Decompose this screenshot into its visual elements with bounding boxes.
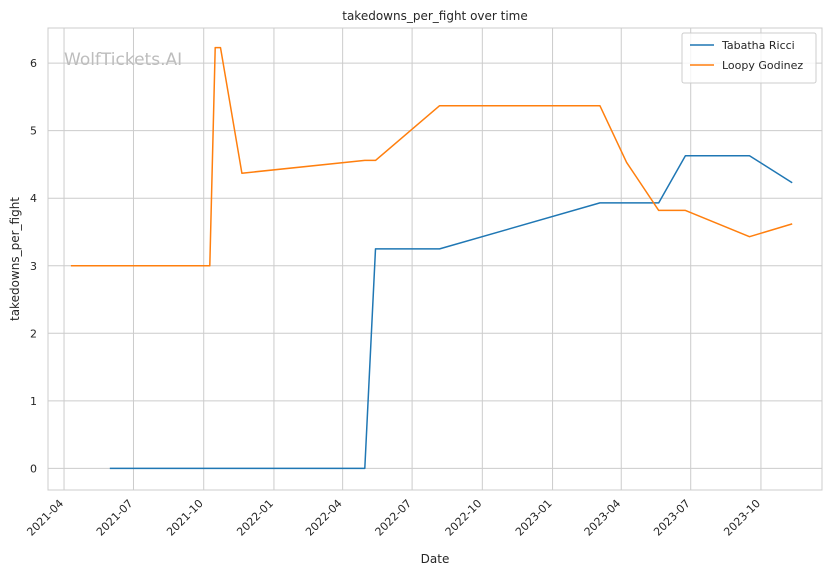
y-axis-title: takedowns_per_fight [8,197,22,321]
legend-label-2: Loopy Godinez [722,59,803,72]
y-tick-label: 5 [30,125,37,138]
legend-label-1: Tabatha Ricci [721,39,795,52]
series-lines [70,46,793,470]
y-tick-label: 6 [30,57,37,70]
y-tick-label: 2 [30,327,37,340]
y-axis-tick-labels: 0 1 2 3 4 5 6 [30,57,37,475]
series-line-2 [70,46,793,267]
y-tick-label: 4 [30,192,37,205]
legend: Tabatha Ricci Loopy Godinez [681,32,817,84]
y-tick-label: 3 [30,260,37,273]
plot-area-frame [47,27,823,491]
y-tick-label: 1 [30,395,37,408]
watermark: WolfTickets.AI [64,50,182,70]
chart-title: takedowns_per_fight over time [342,9,528,23]
legend-box [681,32,817,84]
series-line-1 [109,154,793,470]
y-tick-label: 0 [30,462,37,475]
x-axis-title: Date [421,552,450,566]
